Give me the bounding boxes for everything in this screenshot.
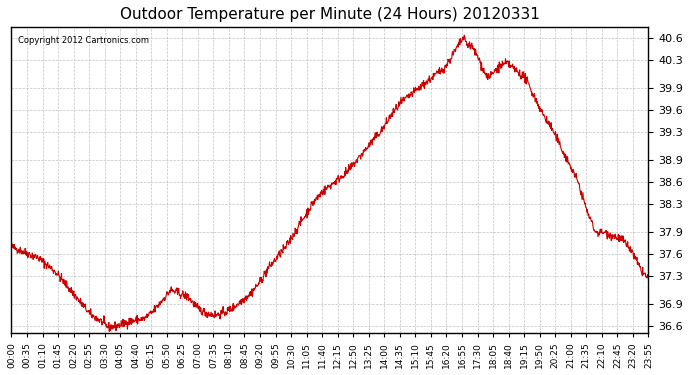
Title: Outdoor Temperature per Minute (24 Hours) 20120331: Outdoor Temperature per Minute (24 Hours… [120, 7, 540, 22]
Text: Copyright 2012 Cartronics.com: Copyright 2012 Cartronics.com [18, 36, 149, 45]
